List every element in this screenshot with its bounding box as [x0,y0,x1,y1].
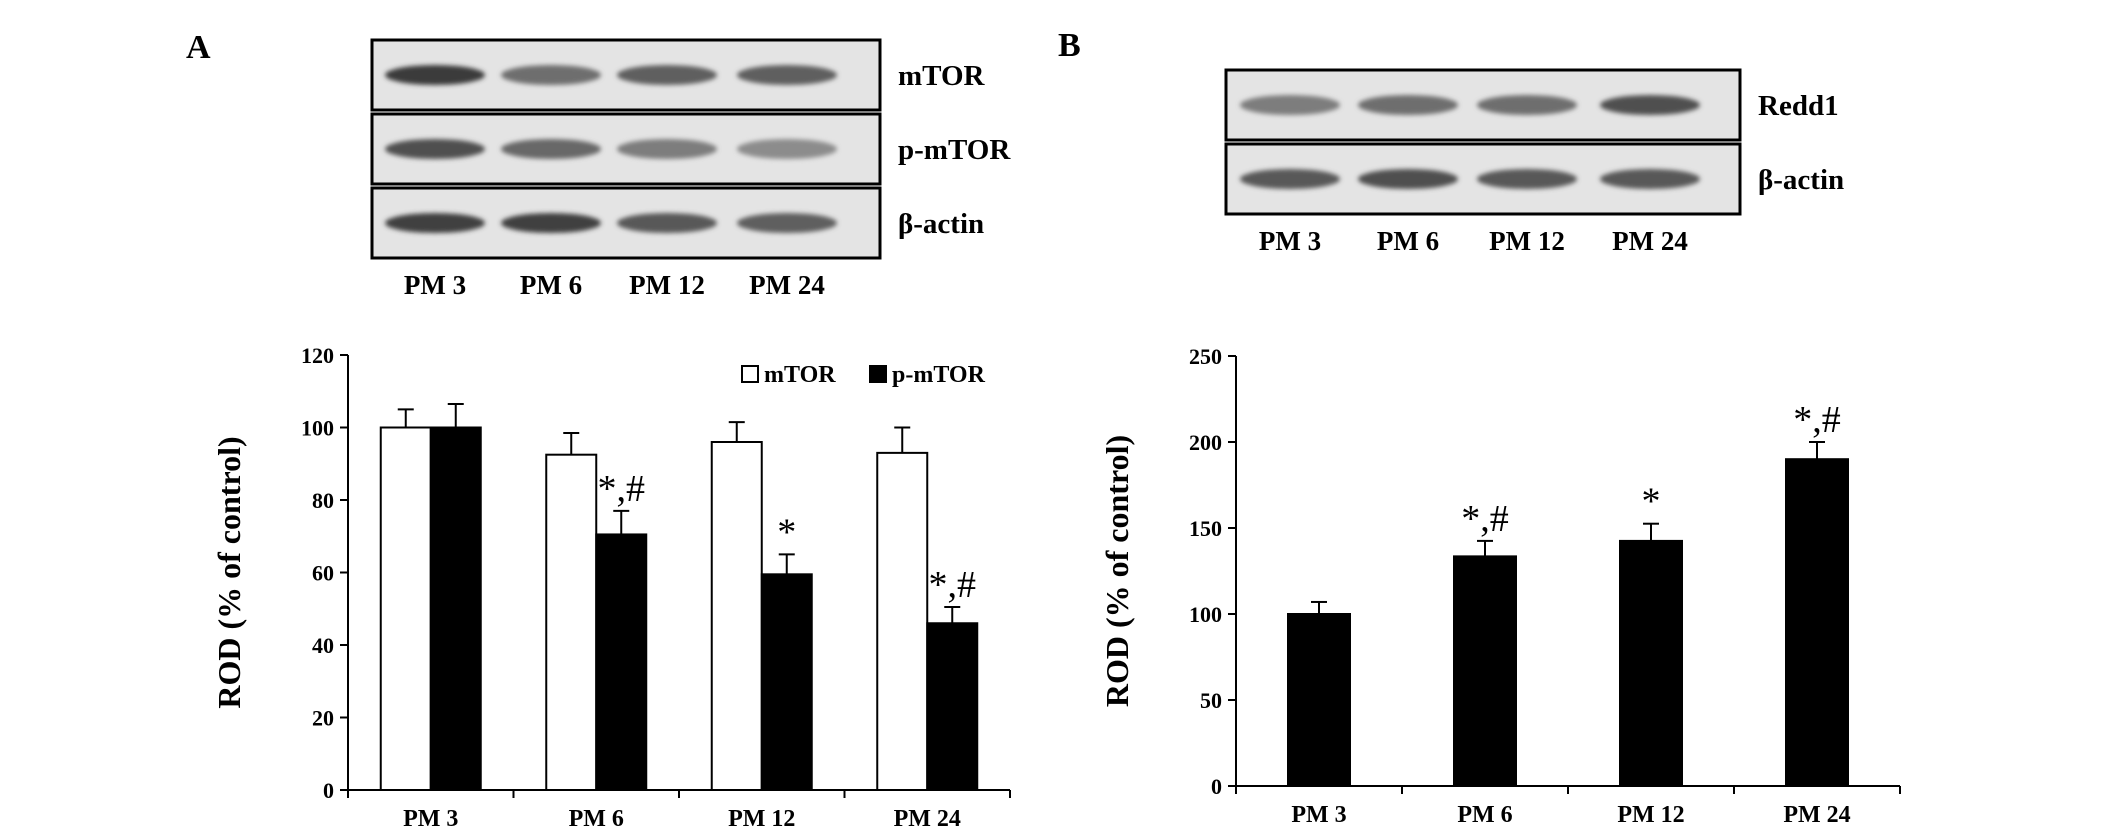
band-actin-pm-6 [1358,169,1458,189]
blot-label-actin: β-actin [898,208,984,240]
bar-redd1-pm-24 [1785,458,1849,787]
band-actin-pm-3 [385,213,485,233]
blot-b: Redd1 β-actin PM 3 PM 6 PM 12 PM 24 [1224,68,1844,256]
blot-row-actin: β-actin [370,186,984,260]
blot-row-redd1: Redd1 [1224,68,1839,142]
panel-b: B Redd1 β-actin PM 3 PM 6 PM 12 PM 24 0 50 100 1… [1058,27,1901,828]
band-actin-pm-24 [737,213,837,233]
band-mtor-pm-12 [617,65,717,85]
y-tick-label-120: 120 [301,343,334,368]
lane-label-pm-24: PM 24 [1612,226,1688,256]
legend-label-mtor: mTOR [764,362,836,388]
legend-swatch-p-mtor [869,365,887,383]
bar-p-mtor-pm-24 [926,622,979,791]
y-tick-label-40: 40 [312,633,334,658]
x-tick-label-pm-3: PM 3 [1291,802,1346,828]
lane-label-pm-24: PM 24 [749,270,825,300]
band-actin-pm-12 [617,213,717,233]
bar-redd1-pm-3 [1287,613,1351,787]
band-actin-pm-12 [1477,169,1577,189]
blot-label-mtor: mTOR [898,60,986,92]
blot-a: mTOR p-mTOR β-actin PM 3 PM 6 PM 12 PM 24 [370,38,1011,300]
blot-row-actin: β-actin [1224,142,1844,216]
chart-a: 0 20 40 60 80 100 120 PM 3 PM 6 PM 12 PM 24 *,# * *,#… [211,343,1011,832]
band-p-mtor-pm-3 [385,139,485,159]
x-tick-label-pm-3: PM 3 [403,806,458,832]
y-tick-label-250: 250 [1189,344,1222,369]
bar-p-mtor-pm-3 [429,426,482,791]
y-tick-label-150: 150 [1189,516,1222,541]
blot-row-p-mtor: p-mTOR [370,112,1011,186]
bar-redd1-pm-6 [1453,555,1517,787]
y-tick-label-0: 0 [1211,774,1222,799]
annotation-redd1-pm-12: * [1642,481,1661,523]
blot-label-redd1: Redd1 [1758,90,1839,122]
x-tick-label-pm-24: PM 24 [1783,802,1850,828]
annotation-p-mtor-pm-12: * [777,511,796,553]
y-tick-label-200: 200 [1189,430,1222,455]
blot-row-mtor: mTOR [370,38,986,112]
x-tick-label-pm-6: PM 6 [1457,802,1512,828]
y-tick-label-100: 100 [1189,602,1222,627]
y-tick-label-100: 100 [301,416,334,441]
bar-mtor-pm-12 [710,441,763,791]
band-redd1-pm-6 [1358,95,1458,115]
band-actin-pm-6 [501,213,601,233]
legend-swatch-mtor [741,365,759,383]
chart-b: 0 50 100 150 200 250 PM 3 PM 6 PM 12 PM 24 *,# * *,#… [1099,344,1901,828]
panel-a: A mTOR p-mTOR β-actin PM 3 PM 6 PM 12 PM 24 0 2… [186,29,1011,832]
x-tick-label-pm-12: PM 12 [1617,802,1684,828]
bar-mtor-pm-24 [876,451,929,791]
y-tick-label-0: 0 [323,778,334,803]
blot-label-p-mtor: p-mTOR [898,134,1011,166]
x-tick-label-pm-6: PM 6 [569,806,624,832]
annotation-redd1-pm-6: *,# [1461,498,1509,540]
band-actin-pm-24 [1600,169,1700,189]
y-tick-label-60: 60 [312,561,334,586]
panel-b-letter: B [1058,27,1081,64]
lane-label-pm-6: PM 6 [520,270,582,300]
x-tick-label-pm-12: PM 12 [728,806,795,832]
band-redd1-pm-3 [1240,95,1340,115]
lane-label-pm-12: PM 12 [629,270,705,300]
y-tick-label-20: 20 [312,706,334,731]
y-axis-title: ROD (% of control) [211,436,247,708]
x-tick-label-pm-24: PM 24 [894,806,961,832]
y-tick-label-80: 80 [312,488,334,513]
panel-a-letter: A [186,29,211,66]
annotation-p-mtor-pm-6: *,# [598,468,646,510]
band-actin-pm-3 [1240,169,1340,189]
bar-mtor-pm-3 [379,426,432,791]
band-p-mtor-pm-12 [617,139,717,159]
bar-redd1-pm-12 [1619,539,1683,788]
band-redd1-pm-24 [1600,95,1700,115]
band-redd1-pm-12 [1477,95,1577,115]
legend-label-p-mtor: p-mTOR [892,362,986,388]
y-axis-title: ROD (% of control) [1099,435,1135,707]
y-tick-label-50: 50 [1200,688,1222,713]
annotation-p-mtor-pm-24: *,# [929,564,977,606]
band-mtor-pm-6 [501,65,601,85]
annotation-redd1-pm-24: *,# [1793,399,1841,441]
band-p-mtor-pm-6 [501,139,601,159]
band-p-mtor-pm-24 [737,139,837,159]
lane-label-pm-6: PM 6 [1377,226,1439,256]
bar-p-mtor-pm-12 [760,573,813,791]
band-mtor-pm-24 [737,65,837,85]
lane-label-pm-12: PM 12 [1489,226,1565,256]
band-mtor-pm-3 [385,65,485,85]
blot-label-actin: β-actin [1758,164,1844,196]
lane-label-pm-3: PM 3 [404,270,466,300]
bar-mtor-pm-6 [545,453,598,791]
lane-label-pm-3: PM 3 [1259,226,1321,256]
bar-p-mtor-pm-6 [595,533,648,791]
